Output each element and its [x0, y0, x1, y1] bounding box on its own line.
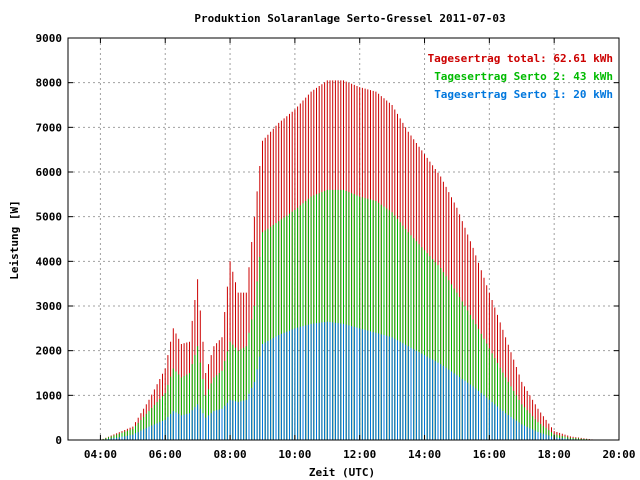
x-tick-label: 14:00: [408, 448, 441, 461]
x-axis-label: Zeit (UTC): [309, 466, 375, 479]
y-axis-label: Leistung [W]: [8, 200, 21, 279]
x-tick-label: 10:00: [278, 448, 311, 461]
y-tick-label: 7000: [36, 121, 63, 134]
y-tick-label: 1000: [36, 389, 63, 402]
x-tick-label: 06:00: [149, 448, 182, 461]
x-tick-label: 12:00: [343, 448, 376, 461]
y-tick-label: 4000: [36, 255, 63, 268]
x-axis-ticks: 04:00 06:00 08:00 10:00 12:00 14:00 16:00 18:00…: [84, 38, 636, 461]
y-axis-ticks: 0 1000 2000 3000 4000 5000 6000 7000 8000 9000: [36, 32, 619, 447]
legend-entry-total: Tagesertrag total: 62.61 kWh: [428, 52, 613, 65]
y-tick-label: 3000: [36, 300, 63, 313]
x-tick-label: 20:00: [602, 448, 635, 461]
x-tick-label: 04:00: [84, 448, 117, 461]
legend-entry-serto1: Tagesertrag Serto 1: 20 kWh: [434, 88, 613, 101]
legend-entry-serto2: Tagesertrag Serto 2: 43 kWh: [434, 70, 613, 83]
chart-title: Produktion Solaranlage Serto-Gressel 201…: [194, 12, 505, 25]
y-tick-label: 6000: [36, 166, 63, 179]
y-tick-label: 8000: [36, 77, 63, 90]
y-tick-label: 0: [55, 434, 62, 447]
x-tick-label: 08:00: [213, 448, 246, 461]
y-tick-label: 2000: [36, 345, 63, 358]
plot-frame: [67, 37, 620, 441]
legend: Tagesertrag total: 62.61 kWh Tagesertrag…: [428, 52, 613, 101]
bars-layer: [102, 80, 596, 440]
series-serto1: [102, 321, 593, 440]
y-tick-label: 9000: [36, 32, 63, 45]
x-tick-label: 16:00: [473, 448, 506, 461]
x-tick-label: 18:00: [538, 448, 571, 461]
y-tick-label: 5000: [36, 211, 63, 224]
